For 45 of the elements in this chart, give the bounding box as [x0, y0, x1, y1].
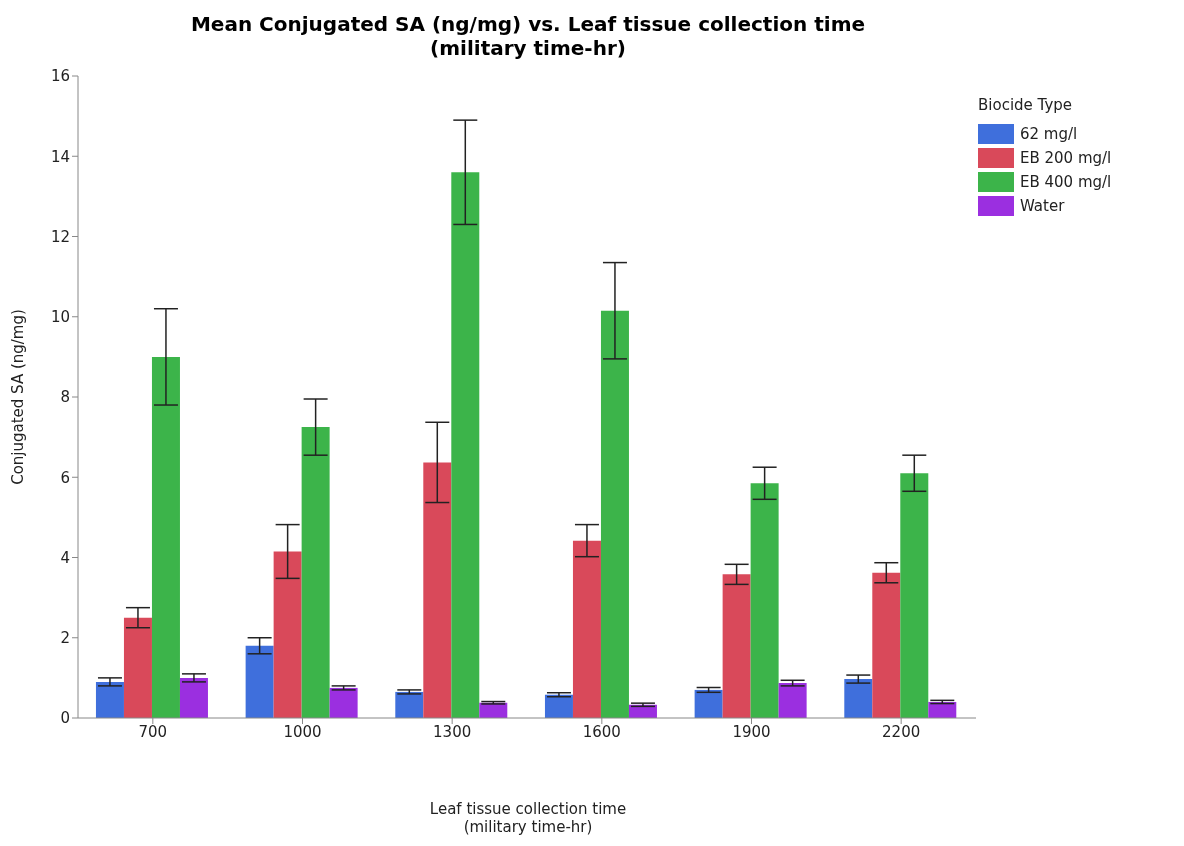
bar	[451, 172, 480, 718]
bar	[928, 701, 957, 718]
y-tick-label: 8	[60, 388, 70, 407]
x-tick-label: 1900	[732, 722, 771, 741]
bar	[329, 687, 358, 718]
y-tick-label: 16	[50, 67, 70, 86]
bar	[572, 540, 601, 718]
x-tick-label: 2200	[882, 722, 921, 741]
legend-label: EB 200 mg/l	[1019, 148, 1112, 169]
x-axis-title: Leaf tissue collection time (military time-hr)	[428, 800, 628, 836]
y-axis-title: Conjugated SA (ng/mg)	[9, 309, 28, 485]
x-tick-label: 1300	[433, 722, 472, 741]
bar	[95, 681, 124, 718]
bar	[844, 679, 873, 718]
y-tick-label: 10	[50, 308, 70, 327]
bar	[778, 683, 807, 718]
chart-title: Mean Conjugated SA (ng/mg) vs. Leaf tissue collection time (military time-hr)	[189, 12, 867, 60]
bar	[179, 677, 208, 718]
y-tick-label: 6	[60, 468, 70, 487]
x-tick-label: 1000	[283, 722, 322, 741]
bar	[694, 689, 723, 718]
bar	[301, 427, 330, 718]
x-tick-label: 1600	[582, 722, 621, 741]
bar	[722, 574, 751, 718]
bar	[151, 356, 180, 718]
y-tick-label: 4	[60, 548, 70, 567]
bar	[273, 551, 302, 718]
x-tick-label: 700	[138, 722, 168, 741]
bar	[395, 691, 424, 718]
y-tick-label: 0	[60, 709, 70, 728]
bar	[750, 483, 779, 718]
bar	[900, 473, 929, 718]
y-tick-label: 12	[50, 227, 70, 246]
legend-title: Biocide Type	[978, 96, 1074, 114]
bar	[123, 617, 152, 718]
bar	[245, 645, 274, 718]
legend-label: Water	[1019, 196, 1066, 217]
y-tick-label: 2	[60, 629, 70, 648]
bar	[600, 310, 629, 718]
bar	[872, 572, 901, 718]
bar	[544, 694, 573, 718]
legend-label: EB 400 mg/l	[1019, 172, 1112, 193]
legend-label: 62 mg/l	[1019, 124, 1079, 145]
bar	[423, 462, 452, 718]
y-tick-label: 14	[50, 147, 70, 166]
